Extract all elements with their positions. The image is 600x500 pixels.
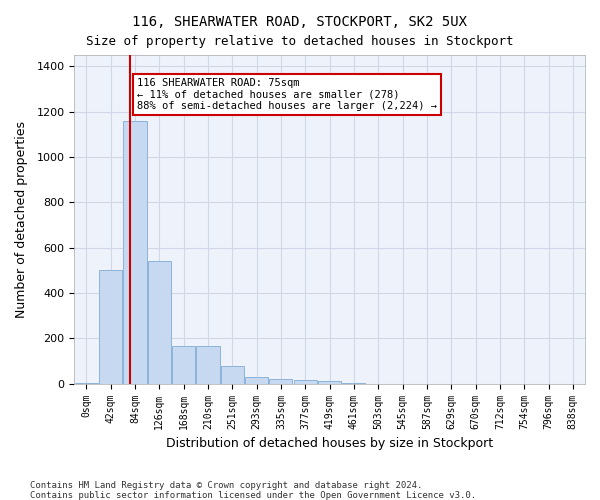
Bar xyxy=(124,120,146,384)
Bar xyxy=(294,380,317,384)
Text: Contains public sector information licensed under the Open Government Licence v3: Contains public sector information licen… xyxy=(30,491,476,500)
Bar xyxy=(75,382,98,384)
Bar xyxy=(343,382,365,384)
Bar xyxy=(196,346,220,384)
Text: Size of property relative to detached houses in Stockport: Size of property relative to detached ho… xyxy=(86,35,514,48)
X-axis label: Distribution of detached houses by size in Stockport: Distribution of detached houses by size … xyxy=(166,437,493,450)
Bar xyxy=(172,346,195,384)
Text: Contains HM Land Registry data © Crown copyright and database right 2024.: Contains HM Land Registry data © Crown c… xyxy=(30,481,422,490)
Bar xyxy=(245,378,268,384)
Y-axis label: Number of detached properties: Number of detached properties xyxy=(15,121,28,318)
Bar xyxy=(148,262,171,384)
Bar xyxy=(221,366,244,384)
Bar xyxy=(318,380,341,384)
Text: 116, SHEARWATER ROAD, STOCKPORT, SK2 5UX: 116, SHEARWATER ROAD, STOCKPORT, SK2 5UX xyxy=(133,15,467,29)
Text: 116 SHEARWATER ROAD: 75sqm
← 11% of detached houses are smaller (278)
88% of sem: 116 SHEARWATER ROAD: 75sqm ← 11% of deta… xyxy=(137,78,437,111)
Bar xyxy=(99,270,122,384)
Bar xyxy=(269,378,292,384)
